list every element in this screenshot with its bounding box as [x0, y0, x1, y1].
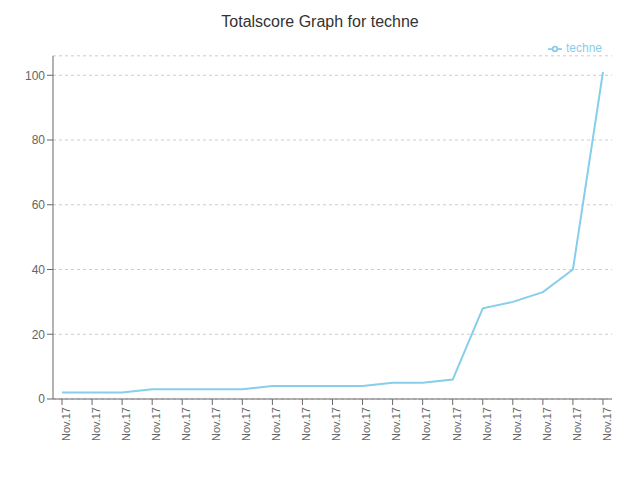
- svg-text:Nov.17: Nov.17: [90, 407, 102, 441]
- svg-text:Nov.17: Nov.17: [541, 407, 553, 441]
- svg-text:Nov.17: Nov.17: [330, 407, 342, 441]
- svg-text:Nov.17: Nov.17: [150, 407, 162, 441]
- svg-text:Nov.17: Nov.17: [60, 407, 72, 441]
- svg-text:80: 80: [32, 133, 46, 147]
- svg-text:Nov.17: Nov.17: [601, 407, 613, 441]
- svg-text:Nov.17: Nov.17: [300, 407, 312, 441]
- svg-text:0: 0: [38, 392, 45, 406]
- svg-text:60: 60: [32, 198, 46, 212]
- svg-text:Nov.17: Nov.17: [451, 407, 463, 441]
- svg-text:Nov.17: Nov.17: [390, 407, 402, 441]
- svg-text:40: 40: [32, 263, 46, 277]
- svg-text:Nov.17: Nov.17: [511, 407, 523, 441]
- svg-text:100: 100: [25, 69, 45, 83]
- svg-text:Nov.17: Nov.17: [270, 407, 282, 441]
- svg-text:Nov.17: Nov.17: [481, 407, 493, 441]
- html-text:Totalscore Graph for techne: Totalscore Graph for techne: [221, 13, 419, 30]
- svg-text:Nov.17: Nov.17: [420, 407, 432, 441]
- svg-text:Nov.17: Nov.17: [210, 407, 222, 441]
- svg-text:20: 20: [32, 328, 46, 342]
- html-text:techne: techne: [566, 41, 602, 55]
- svg-text:Nov.17: Nov.17: [120, 407, 132, 441]
- svg-text:Nov.17: Nov.17: [240, 407, 252, 441]
- svg-text:Nov.17: Nov.17: [571, 407, 583, 441]
- svg-text:Nov.17: Nov.17: [360, 407, 372, 441]
- svg-text:Nov.17: Nov.17: [180, 407, 192, 441]
